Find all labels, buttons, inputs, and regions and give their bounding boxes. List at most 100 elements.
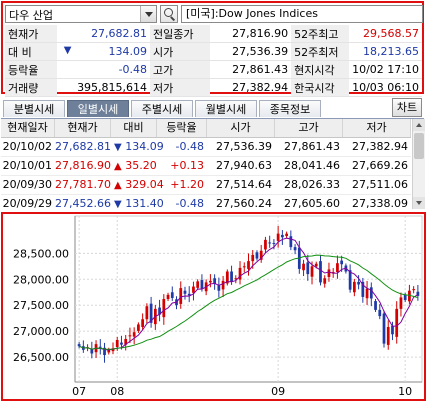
candle-body bbox=[98, 346, 102, 348]
volume: 395,815,614 bbox=[56, 78, 151, 97]
tab-minute[interactable]: 분별시세 bbox=[3, 100, 65, 117]
candle-body bbox=[213, 278, 216, 284]
cell-change: ▲ 35.20 bbox=[114, 159, 157, 172]
candle-body bbox=[225, 271, 229, 284]
scroll-thumb[interactable] bbox=[414, 133, 424, 159]
selector-row: 다우 산업 [미국]:Dow Jones Indices bbox=[5, 5, 423, 24]
column-header: 대비 bbox=[111, 119, 157, 137]
candle-body bbox=[90, 348, 94, 354]
candle-body bbox=[314, 263, 318, 267]
quote-label: 현재가 bbox=[5, 25, 57, 43]
table-row[interactable]: 20/10/02 27,682.81 ▼ 134.09 -0.48 27,536… bbox=[1, 138, 411, 157]
list-header: 현재일자 현재가 대비 등락율 시가 고가 저가 bbox=[1, 119, 411, 138]
candle-body bbox=[183, 290, 187, 294]
candle-body bbox=[412, 289, 416, 291]
candle-body bbox=[293, 247, 297, 251]
tab-monthly[interactable]: 월별시세 bbox=[195, 100, 257, 117]
candle-body bbox=[187, 293, 191, 296]
candle-body bbox=[310, 266, 314, 277]
candle-body bbox=[170, 292, 174, 298]
table-row[interactable]: 20/09/30 27,781.70 ▲ 329.04 +1.20 27,514… bbox=[1, 176, 411, 195]
current-price: 27,682.81 bbox=[56, 25, 151, 43]
tab-daily[interactable]: 일별시세 bbox=[67, 100, 129, 117]
quote-row: 현재가 27,682.81 전일종가 27,816.90 52주최고 29,56… bbox=[5, 25, 422, 43]
ma-short-line bbox=[78, 237, 419, 351]
candle-body bbox=[386, 327, 390, 345]
index-name-field: [미국]:Dow Jones Indices bbox=[181, 5, 423, 23]
index-selector[interactable]: 다우 산업 bbox=[5, 5, 157, 23]
cell-open: 27,940.63 bbox=[216, 159, 272, 172]
price-chart: 28,500.00 28,000.00 27,500.00 27,000.00 26,5… bbox=[1, 212, 426, 401]
cell-rate: +1.20 bbox=[170, 178, 204, 191]
candle-body bbox=[391, 325, 394, 335]
candle-body bbox=[403, 294, 407, 301]
cell-date: 20/09/29 bbox=[2, 197, 52, 210]
candle-body bbox=[120, 342, 123, 345]
chart-button[interactable]: 차트 bbox=[392, 98, 422, 117]
quote-label: 대 비 bbox=[5, 42, 57, 61]
candle-body bbox=[158, 307, 161, 315]
candle-body bbox=[369, 287, 373, 299]
x-tick-label: 08 bbox=[110, 385, 124, 398]
scroll-down-icon[interactable] bbox=[413, 197, 425, 209]
plot-area bbox=[74, 215, 423, 383]
y-tick-label: 28,000.00 bbox=[13, 273, 69, 286]
ma-long-line bbox=[78, 254, 419, 350]
candle-body bbox=[264, 239, 267, 250]
week52-low: 18,213.65 bbox=[349, 42, 422, 61]
candle-body bbox=[340, 260, 344, 265]
candle-body bbox=[128, 335, 132, 337]
candle-body bbox=[242, 266, 246, 268]
cell-date: 20/10/02 bbox=[2, 140, 52, 153]
candle-body bbox=[200, 280, 204, 289]
cell-change: ▼ 134.09 bbox=[114, 140, 164, 153]
candle-body bbox=[281, 234, 284, 238]
candle-body bbox=[365, 288, 369, 299]
candle-body bbox=[234, 278, 238, 280]
chevron-down-icon[interactable] bbox=[140, 6, 156, 22]
up-arrow-icon: ▲ bbox=[114, 161, 122, 172]
daily-list: 20/10/02 27,682.81 ▼ 134.09 -0.48 27,536… bbox=[1, 138, 411, 214]
quote-row: 거래량 395,815,614 저가 27,382.94 한국시각 10/03 … bbox=[5, 78, 422, 97]
x-tick-label: 09 bbox=[271, 385, 285, 398]
table-row[interactable]: 20/09/29 27,452.66 ▼ 131.40 -0.48 27,560… bbox=[1, 195, 411, 214]
tab-weekly[interactable]: 주별시세 bbox=[131, 100, 193, 117]
candle-body bbox=[408, 290, 411, 302]
candle-body bbox=[272, 242, 276, 244]
candle-body bbox=[238, 267, 242, 280]
tab-stock-info[interactable]: 종목정보 bbox=[259, 100, 321, 117]
quote-row: 등락율 -0.48 고가 27,861.43 현지시각 10/02 17:10 bbox=[5, 60, 422, 79]
quote-label: 거래량 bbox=[5, 78, 57, 97]
candle-body bbox=[323, 278, 327, 284]
candle-body bbox=[247, 261, 250, 269]
candle-body bbox=[132, 332, 136, 337]
quote-label: 전일종가 bbox=[150, 25, 211, 43]
y-tick-label: 28,500.00 bbox=[13, 247, 69, 260]
change-cell: ▼ 134.09 bbox=[56, 42, 151, 61]
candle-body bbox=[382, 313, 386, 344]
quote-label: 52주최저 bbox=[291, 42, 350, 61]
candle-body bbox=[141, 319, 145, 328]
table-row[interactable]: 20/10/01 27,816.90 ▲ 35.20 +0.13 27,940.… bbox=[1, 157, 411, 176]
candle-body bbox=[115, 339, 119, 347]
cell-low: 27,669.26 bbox=[352, 159, 408, 172]
down-arrow-icon: ▼ bbox=[114, 142, 122, 153]
cell-rate: -0.48 bbox=[175, 140, 204, 153]
quote-label: 시가 bbox=[150, 42, 211, 61]
candle-body bbox=[319, 261, 322, 283]
candle-body bbox=[77, 344, 81, 347]
search-button[interactable] bbox=[160, 5, 178, 23]
candle-body bbox=[348, 270, 352, 290]
cell-low: 27,511.06 bbox=[352, 178, 408, 191]
cell-high: 27,605.60 bbox=[284, 197, 340, 210]
x-tick-label: 10 bbox=[398, 385, 412, 398]
quote-label: 현지시각 bbox=[291, 60, 350, 79]
list-scrollbar[interactable] bbox=[412, 119, 425, 209]
candle-body bbox=[111, 348, 115, 352]
candle-body bbox=[179, 288, 183, 304]
y-tick-label: 26,500.00 bbox=[13, 351, 69, 364]
scroll-up-icon[interactable] bbox=[413, 119, 425, 131]
candle-body bbox=[306, 262, 310, 275]
quote-label: 저가 bbox=[150, 78, 211, 97]
candle-body bbox=[276, 233, 280, 241]
